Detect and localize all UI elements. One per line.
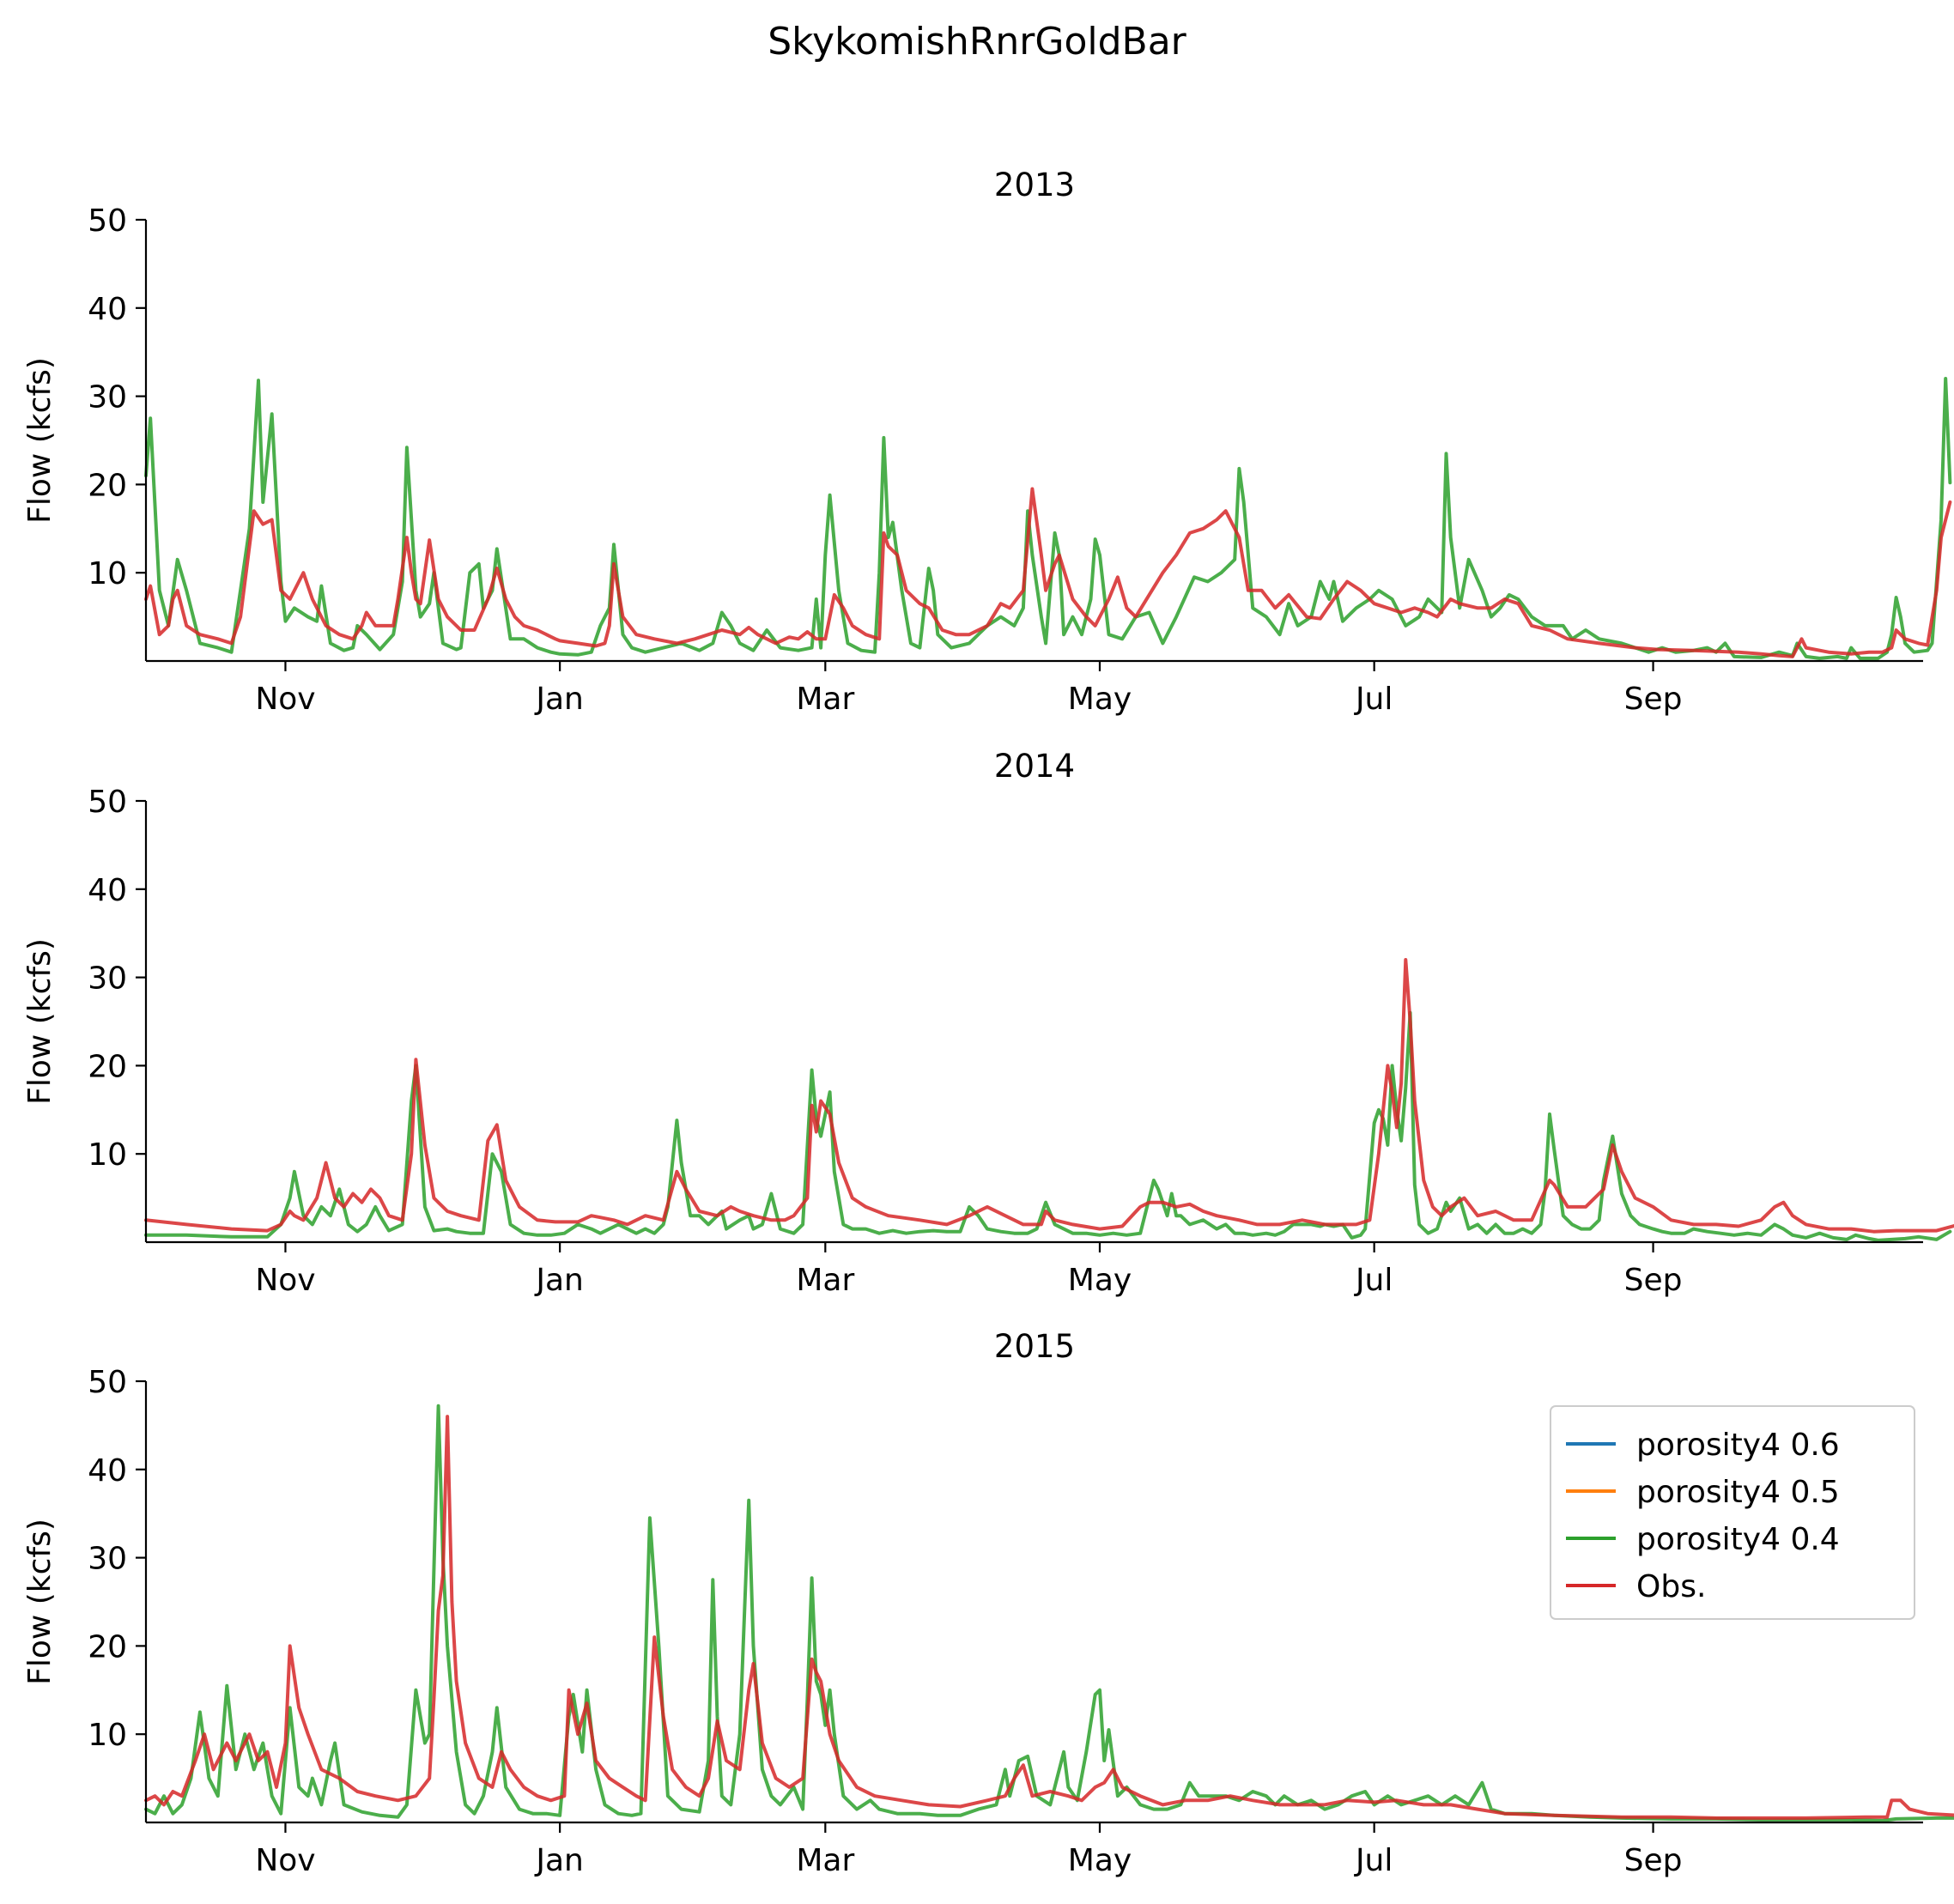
figure-title: SkykomishRnrGoldBar [768,20,1186,64]
x-tick-label: May [1068,1843,1132,1878]
y-tick-label: 10 [88,1718,127,1753]
y-tick-label: 30 [88,1542,127,1577]
x-tick-label: May [1068,682,1132,717]
x-tick-label: Sep [1624,1263,1683,1298]
y-tick-label: 50 [88,1365,127,1400]
x-tick-label: Nov [255,682,315,717]
x-tick-label: Jul [1354,1263,1393,1298]
x-tick-label: Jan [534,1263,584,1298]
x-tick-label: Jan [534,1843,584,1878]
subplot-2014: 2014 Flow (kcfs) 10 20 30 40 50 Nov Jan Mar May Jul… [22,748,1954,1298]
y-tick-label: 30 [88,380,127,415]
y-tick-label: 20 [88,1629,127,1664]
x-tick-label: Sep [1624,682,1683,717]
legend: porosity4 0.6 porosity4 0.5 porosity4 0.4 O… [1550,1405,1915,1620]
series-line-porosity4-0-4 [144,1010,1952,1242]
y-axis-label: Flow (kcfs) [22,1519,58,1685]
x-tick-label: Nov [255,1843,315,1878]
y-tick-label: 40 [88,873,127,908]
y-tick-label: 40 [88,292,127,327]
legend-entry: porosity4 0.5 [1636,1475,1840,1510]
y-tick-label: 10 [88,556,127,591]
series-line-porosity4-0-4 [144,1404,1954,1822]
subplot-title: 2013 [994,167,1075,203]
y-tick-label: 20 [88,1049,127,1084]
x-tick-label: Jul [1354,682,1393,717]
x-tick-label: Nov [255,1263,315,1298]
series-line-porosity4-0-4 [144,377,1952,660]
y-tick-label: 50 [88,203,127,239]
x-tick-label: Sep [1624,1843,1683,1878]
y-tick-label: 10 [88,1137,127,1173]
y-tick-label: 40 [88,1453,127,1489]
y-axis-label: Flow (kcfs) [22,938,58,1105]
legend-entry: porosity4 0.6 [1636,1428,1840,1463]
legend-entry: Obs. [1636,1569,1706,1604]
y-axis-label: Flow (kcfs) [22,357,58,524]
x-tick-label: May [1068,1263,1132,1298]
legend-entry: porosity4 0.4 [1636,1522,1840,1557]
x-tick-label: Jul [1354,1843,1393,1878]
x-tick-label: Jan [534,682,584,717]
y-tick-label: 30 [88,961,127,997]
x-tick-label: Mar [796,1263,854,1298]
subplot-title: 2014 [994,748,1075,785]
x-tick-label: Mar [796,1843,854,1878]
series-line-obs- [144,1415,1954,1820]
subplot-2013: 2013 Flow (kcfs) 10 20 30 40 50 Nov Jan Mar May Jul… [22,167,1952,717]
legend-frame [1550,1405,1915,1620]
series-line-obs- [144,958,1954,1234]
subplot-title: 2015 [994,1328,1075,1365]
y-tick-label: 20 [88,468,127,503]
x-tick-label: Mar [796,682,854,717]
subplot-2015: 2015 Flow (kcfs) 10 20 30 40 50 Nov Jan Mar May Jul… [22,1328,1954,1878]
series-line-obs- [144,487,1952,658]
y-tick-label: 50 [88,785,127,820]
